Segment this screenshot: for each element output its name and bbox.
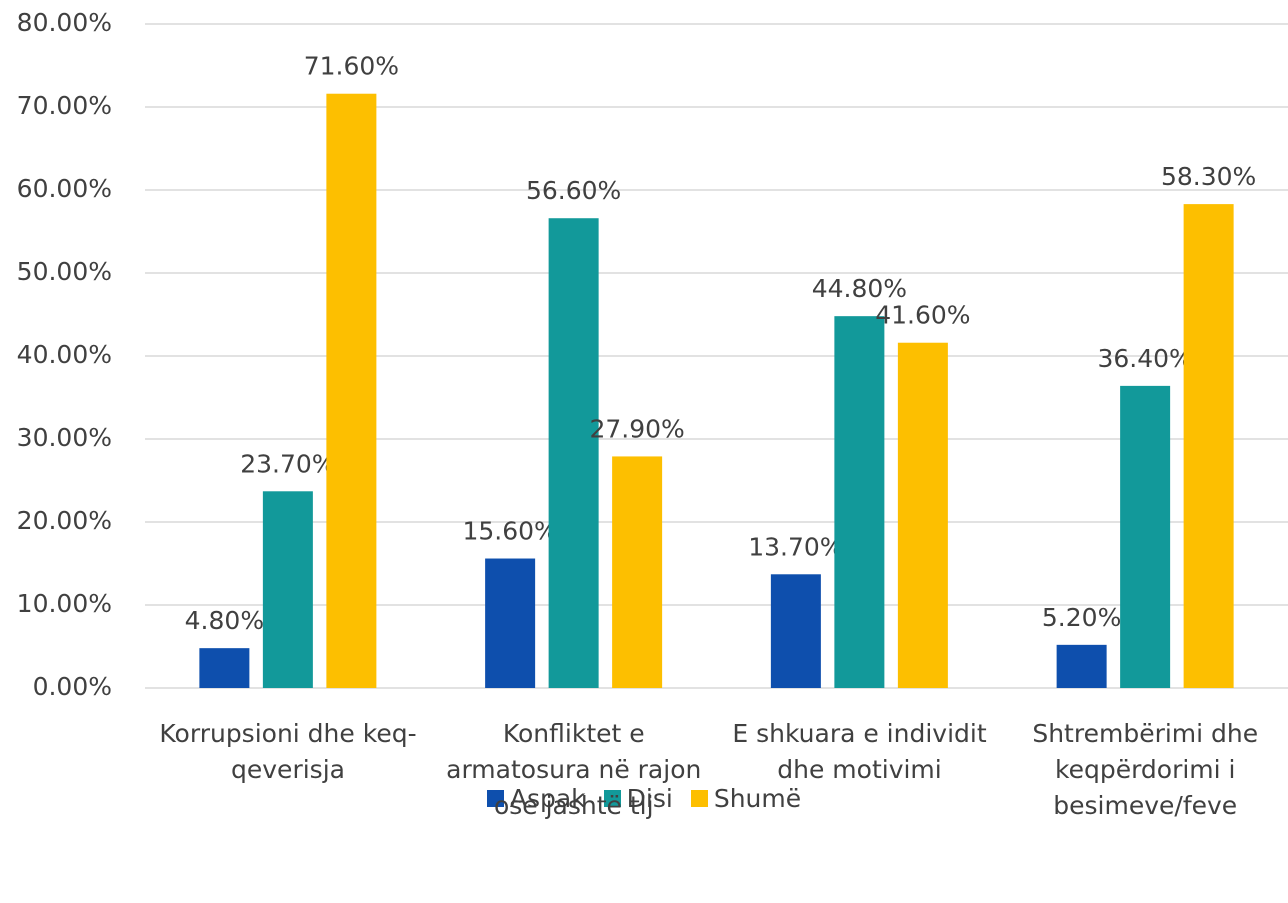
bar xyxy=(612,456,663,688)
bar xyxy=(1056,644,1107,688)
data-label: 13.70% xyxy=(748,532,843,561)
x-tick-label: E shkuara e individit dhe motivimi xyxy=(732,719,987,784)
y-tick-label: 80.00% xyxy=(17,8,112,37)
bar xyxy=(199,648,250,688)
data-label: 27.90% xyxy=(589,414,684,443)
bar xyxy=(834,316,885,688)
y-tick-label: 50.00% xyxy=(17,257,112,286)
bar xyxy=(548,218,599,688)
bar xyxy=(770,574,821,688)
y-tick-label: 40.00% xyxy=(17,340,112,369)
legend-label: Shumë xyxy=(713,784,802,813)
bar xyxy=(262,491,313,688)
legend-swatch xyxy=(486,790,504,807)
bar xyxy=(485,558,536,688)
data-label: 56.60% xyxy=(526,176,621,205)
y-tick-label: 0.00% xyxy=(33,672,112,701)
bar xyxy=(326,93,377,689)
y-tick-label: 60.00% xyxy=(17,174,112,203)
x-tick-label: Shtrembërimi dhe keqpërdorimi i besimeve… xyxy=(1032,719,1259,820)
legend-item: Disi xyxy=(603,784,673,813)
data-label: 23.70% xyxy=(240,449,335,478)
data-label: 5.20% xyxy=(1042,603,1121,632)
legend-item: Aspak xyxy=(486,784,586,813)
data-label: 4.80% xyxy=(185,606,264,635)
bar xyxy=(1183,204,1234,689)
y-tick-label: 10.00% xyxy=(17,589,112,618)
legend: Aspak Disi Shumë xyxy=(0,784,1288,813)
legend-item: Shumë xyxy=(690,784,802,813)
data-label: 41.60% xyxy=(875,301,970,330)
legend-label: Aspak xyxy=(509,784,586,813)
y-tick-label: 70.00% xyxy=(17,91,112,120)
x-tick-label: Konfliktet e armatosura në rajon ose jas… xyxy=(446,719,702,820)
legend-swatch xyxy=(690,790,708,807)
data-label: 15.60% xyxy=(462,517,557,546)
y-tick-label: 30.00% xyxy=(17,423,112,452)
data-label: 58.30% xyxy=(1161,162,1256,191)
legend-swatch xyxy=(603,790,621,807)
y-tick-label: 20.00% xyxy=(17,506,112,535)
data-label: 44.80% xyxy=(812,274,907,303)
data-label: 36.40% xyxy=(1097,344,1192,373)
x-tick-label: Korrupsioni dhe keq-qeverisja xyxy=(159,719,417,784)
data-label: 71.60% xyxy=(304,52,399,81)
legend-label: Disi xyxy=(626,784,673,813)
bar xyxy=(1120,385,1171,688)
bar xyxy=(897,342,948,688)
